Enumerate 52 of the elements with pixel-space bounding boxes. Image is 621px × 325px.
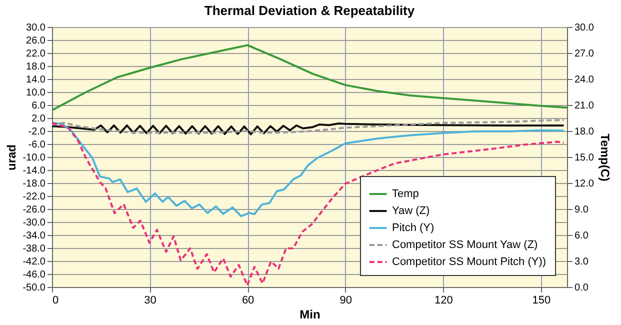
y-tick-label: -22.0 [22, 192, 46, 202]
y2-axis-title: Temp(C) [598, 134, 612, 182]
y2-tick-label: 27.0 [574, 48, 594, 60]
y2-tick-label: 30.0 [574, 22, 594, 34]
y2-tick-label: 15.0 [574, 152, 594, 164]
y-tick-label: -30.0 [22, 218, 46, 228]
y2-tick-label: 18.0 [574, 126, 594, 138]
y-tick-label: 6.0 [32, 100, 46, 112]
y-tick-label: 26.0 [26, 36, 46, 46]
line-series [51, 122, 565, 218]
y-tick-label: 22.0 [26, 48, 46, 60]
y-tick-label: -2.0 [28, 126, 46, 138]
chart-title: Thermal Deviation & Repeatability [204, 3, 416, 18]
legend-label: Yaw (Z) [392, 205, 430, 217]
x-tick-label: 0 [52, 294, 59, 306]
y-tick-label: -6.0 [28, 140, 46, 150]
y2-tick-label: 9.0 [574, 204, 589, 216]
y-tick-label: 30.0 [26, 22, 46, 34]
x-tick-label: 120 [434, 294, 453, 306]
y-tick-label: -38.0 [22, 244, 46, 254]
y2-tick-label: 0.0 [574, 282, 589, 294]
y-tick-label: 2.0 [32, 114, 46, 124]
line-series [51, 122, 565, 136]
x-tick-label: 90 [340, 294, 352, 306]
y-tick-label: -34.0 [22, 230, 46, 242]
legend-label: Pitch (Y) [392, 222, 434, 234]
y-tick-label: -10.0 [22, 152, 46, 164]
y-tick-label: -50.0 [22, 282, 46, 294]
y-tick-label: -46.0 [22, 270, 46, 280]
x-tick-label: 60 [242, 294, 254, 306]
y-tick-label: 10.0 [26, 88, 46, 98]
legend-label: Competitor SS Mount Pitch (Y)) [392, 256, 546, 268]
line-series [51, 122, 565, 286]
legend-label: Competitor SS Mount Yaw (Z) [392, 239, 538, 251]
y-tick-label: 14.0 [26, 74, 46, 86]
x-axis-title: Min [300, 308, 320, 322]
x-tick-label: 150 [532, 294, 551, 306]
y2-tick-label: 21.0 [574, 100, 594, 112]
line-series [51, 44, 568, 112]
y-tick-label: -14.0 [22, 166, 46, 176]
y2-tick-label: 12.0 [574, 178, 594, 190]
x-tick-label: 30 [144, 294, 156, 306]
y-tick-label: -42.0 [22, 256, 46, 268]
y-tick-label: -18.0 [22, 178, 46, 190]
y-tick-label: 18.0 [26, 62, 46, 72]
y2-tick-label: 6.0 [574, 230, 589, 242]
y-tick-label: -26.0 [22, 204, 46, 216]
y-axis-title: urad [4, 144, 19, 171]
y2-tick-label: 3.0 [574, 256, 589, 268]
y2-tick-label: 24.0 [574, 74, 594, 86]
line-series [51, 118, 565, 134]
legend-label: Temp [392, 188, 419, 200]
